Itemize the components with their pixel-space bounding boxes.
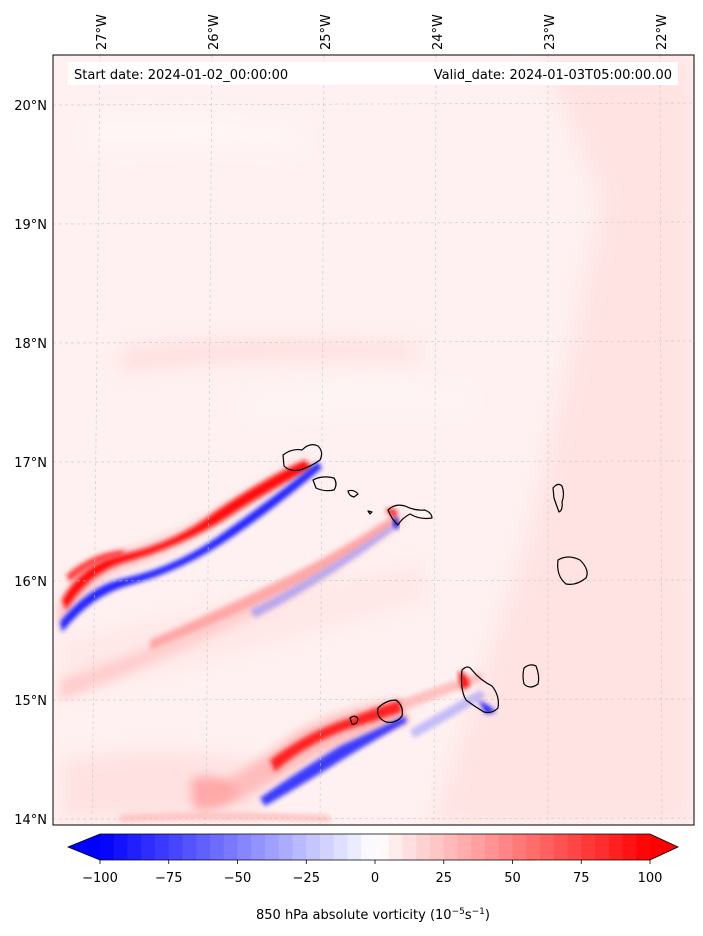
longitude-label: 23°W	[543, 14, 558, 50]
coastlines	[282, 444, 588, 725]
start-date-label: Start date: 2024-01-02_00:00:00	[74, 68, 288, 83]
colorbar-segment	[347, 834, 362, 860]
colorbar-segment	[223, 834, 238, 860]
colorbar-segment	[430, 834, 445, 860]
colorbar-segment	[361, 834, 376, 860]
colorbar-segment	[622, 834, 637, 860]
valid-date-label: Valid_date: 2024-01-03T05:00:00.00	[434, 68, 672, 83]
colorbar-segment	[498, 834, 513, 860]
colorbar-tick-label: 25	[435, 871, 452, 886]
colorbar-segment	[333, 834, 348, 860]
colorbar-segment	[581, 834, 596, 860]
colorbar-segment	[636, 834, 651, 860]
colorbar-segments	[100, 834, 651, 860]
island-sao-nicolau	[387, 504, 433, 526]
colorbar-segment	[141, 834, 156, 860]
colorbar-segment	[182, 834, 197, 860]
island-maio	[522, 664, 540, 688]
colorbar-tick-label: −100	[82, 871, 118, 886]
date-header: Start date: 2024-01-02_00:00:00 Valid_da…	[68, 62, 678, 85]
island-sal	[552, 483, 565, 513]
colorbar-segment	[127, 834, 142, 860]
colorbar-ticks: −100 −75 −50 −25 0 25 50 75 100	[82, 860, 662, 886]
latitude-label: 14°N	[14, 813, 47, 828]
colorbar-segment	[168, 834, 183, 860]
colorbar-tick-label: 100	[638, 871, 663, 886]
island-santiago	[460, 666, 499, 714]
map-frame	[52, 54, 695, 826]
colorbar-segment	[292, 834, 307, 860]
colorbar-segment	[237, 834, 252, 860]
colorbar: −100 −75 −50 −25 0 25 50 75 100 850 hPa absolute…	[66, 833, 679, 923]
colorbar-extend-min	[68, 834, 100, 860]
graticule	[53, 55, 694, 825]
colorbar-segment	[526, 834, 541, 860]
longitude-labels: 27°W 26°W 25°W 24°W 23°W 22°W	[95, 14, 670, 50]
colorbar-tick-label: −25	[293, 871, 320, 886]
header-background	[68, 62, 678, 85]
colorbar-label: 850 hPa absolute vorticity (10−5s−1)	[256, 907, 490, 923]
colorbar-tick-label: 50	[504, 871, 521, 886]
island-santa-luzia	[347, 489, 359, 498]
island-fogo	[377, 699, 403, 723]
vorticity-streak-north	[58, 460, 322, 632]
colorbar-segment	[210, 834, 225, 860]
island-santo-antao	[282, 444, 323, 472]
latitude-label: 17°N	[14, 456, 47, 471]
longitude-label: 22°W	[655, 14, 670, 50]
island-brava	[349, 715, 359, 725]
background-field	[60, 55, 694, 825]
colorbar-segment	[155, 834, 170, 860]
map-panel: Start date: 2024-01-02_00:00:00 Valid_da…	[53, 55, 694, 825]
longitude-label: 27°W	[95, 14, 110, 50]
colorbar-segment	[265, 834, 280, 860]
longitude-label: 24°W	[431, 14, 446, 50]
colorbar-segment	[485, 834, 500, 860]
colorbar-segment	[306, 834, 321, 860]
colorbar-segment	[251, 834, 266, 860]
longitude-label: 26°W	[207, 14, 222, 50]
colorbar-segment	[553, 834, 568, 860]
colorbar-segment	[388, 834, 403, 860]
colorbar-segment	[471, 834, 486, 860]
colorbar-segment	[416, 834, 431, 860]
colorbar-segment	[320, 834, 335, 860]
colorbar-segment	[512, 834, 527, 860]
colorbar-segment	[540, 834, 555, 860]
colorbar-segment	[100, 834, 115, 860]
latitude-label: 19°N	[14, 218, 47, 233]
colorbar-tick-label: 0	[371, 871, 379, 886]
colorbar-segment	[608, 834, 623, 860]
latitude-label: 18°N	[14, 337, 47, 352]
colorbar-segment	[443, 834, 458, 860]
latitude-labels: 20°N 19°N 18°N 17°N 16°N 15°N 14°N	[14, 99, 47, 828]
longitude-label: 25°W	[319, 14, 334, 50]
colorbar-extend-max	[650, 834, 678, 860]
colorbar-segment	[113, 834, 128, 860]
colorbar-segment	[196, 834, 211, 860]
colorbar-tick-label: −50	[224, 871, 251, 886]
latitude-label: 15°N	[14, 694, 47, 709]
colorbar-segment	[375, 834, 390, 860]
latitude-label: 16°N	[14, 575, 47, 590]
island-boa-vista	[557, 556, 588, 585]
colorbar-segment	[595, 834, 610, 860]
island-branco	[367, 510, 373, 515]
colorbar-segment	[278, 834, 293, 860]
colorbar-segment	[567, 834, 582, 860]
latitude-label: 20°N	[14, 99, 47, 114]
colorbar-tick-label: −75	[155, 871, 182, 886]
island-sao-vicente	[312, 476, 337, 492]
colorbar-segment	[457, 834, 472, 860]
colorbar-tick-label: 75	[573, 871, 590, 886]
vorticity-streak-south	[120, 671, 496, 822]
colorbar-segment	[402, 834, 417, 860]
